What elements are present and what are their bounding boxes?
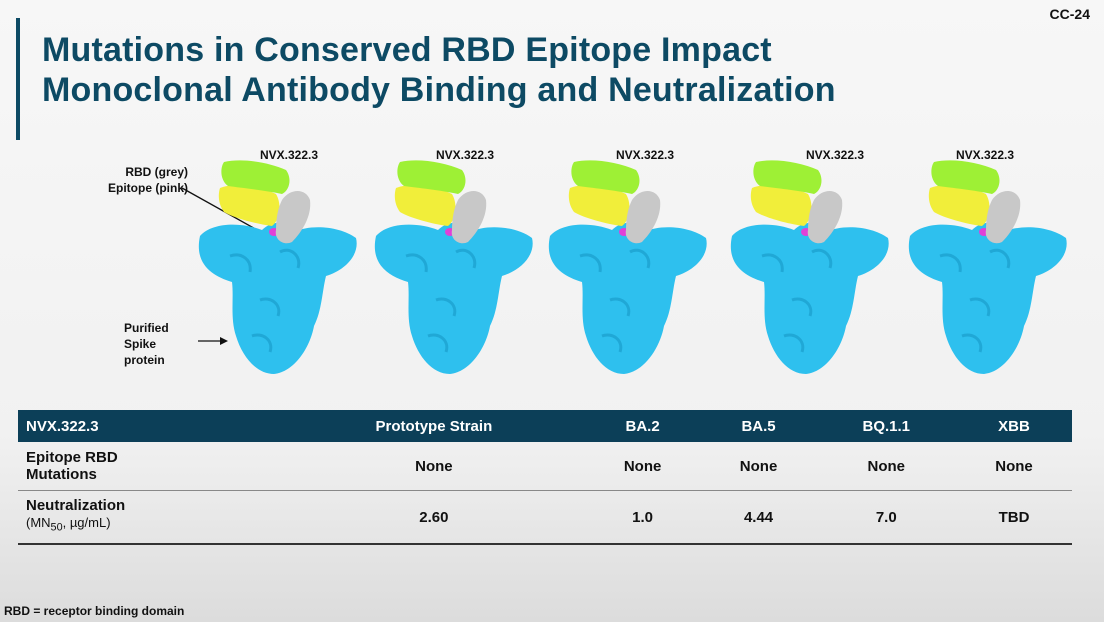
spike-antibody-render bbox=[547, 160, 709, 376]
header-prototype-strain: Prototype Strain bbox=[283, 410, 585, 442]
structure-label: NVX.322.3 bbox=[956, 148, 1015, 162]
table-cell: 4.44 bbox=[700, 490, 817, 545]
spike-annotation-line-1: Purified bbox=[124, 321, 169, 335]
row-label-epitope-mutations: Epitope RBD Mutations bbox=[18, 442, 284, 491]
row-label-line-1: Epitope RBD bbox=[26, 449, 118, 466]
table-cell: None bbox=[816, 442, 956, 491]
structure-label: NVX.322.3 bbox=[260, 148, 319, 162]
structure-label: NVX.322.3 bbox=[616, 148, 675, 162]
rbd-epitope-annotation: RBD (grey) Epitope (pink) bbox=[96, 164, 188, 196]
structure-5: NVX.322.3 bbox=[900, 140, 1090, 390]
slide-number: CC-24 bbox=[1049, 6, 1090, 22]
table-cell: TBD bbox=[955, 490, 1072, 545]
neutralization-table: NVX.322.3 Prototype Strain BA.2 BA.5 BQ.… bbox=[18, 410, 1072, 545]
spike-antibody-render bbox=[729, 160, 891, 376]
spike-pointer-arrow bbox=[198, 337, 228, 345]
structure-3: NVX.322.3 bbox=[540, 140, 730, 390]
epitope-annotation-label: Epitope (pink) bbox=[108, 181, 188, 195]
row-label-unit: (MN50, µg/mL) bbox=[26, 514, 277, 537]
header-ba2: BA.2 bbox=[584, 410, 701, 442]
spike-annotation-line-2: Spike bbox=[124, 337, 157, 351]
row-label-line-2: Mutations bbox=[26, 466, 97, 483]
unit-prefix: (MN bbox=[26, 515, 51, 531]
header-ba5: BA.5 bbox=[700, 410, 817, 442]
title-line-2: Monoclonal Antibody Binding and Neutrali… bbox=[42, 71, 836, 109]
table-cell: None bbox=[700, 442, 817, 491]
structure-4: NVX.322.3 bbox=[722, 140, 912, 390]
unit-subscript: 50 bbox=[50, 521, 63, 534]
row-label-line-1: Neutralization bbox=[26, 497, 126, 515]
table-cell: None bbox=[283, 442, 585, 491]
table-cell: None bbox=[955, 442, 1072, 491]
structure-1: NVX.322.3 bbox=[190, 140, 380, 390]
spike-antibody-render bbox=[197, 160, 359, 376]
title-line-1: Mutations in Conserved RBD Epitope Impac… bbox=[42, 31, 772, 69]
spike-antibody-render bbox=[907, 160, 1069, 376]
structure-panel: RBD (grey) Epitope (pink) Purified Spike… bbox=[0, 140, 1104, 400]
structure-label: NVX.322.3 bbox=[806, 148, 865, 162]
structure-2: NVX.322.3 bbox=[366, 140, 556, 390]
spike-antibody-render bbox=[373, 160, 535, 376]
header-xbb: XBB bbox=[955, 410, 1072, 442]
rbd-annotation-label: RBD (grey) bbox=[125, 165, 188, 179]
table-cell: None bbox=[584, 442, 701, 491]
table-header-row: NVX.322.3 Prototype Strain BA.2 BA.5 BQ.… bbox=[18, 410, 1072, 442]
footnote: RBD = receptor binding domain bbox=[4, 604, 185, 618]
header-bq11: BQ.1.1 bbox=[816, 410, 956, 442]
spike-annotation: Purified Spike protein bbox=[124, 320, 169, 368]
table-cell: 1.0 bbox=[584, 490, 701, 545]
table-cell: 2.60 bbox=[283, 490, 585, 545]
slide-title: Mutations in Conserved RBD Epitope Impac… bbox=[42, 30, 836, 110]
table-cell: 7.0 bbox=[816, 490, 956, 545]
unit-suffix: , µg/mL) bbox=[62, 515, 111, 531]
table-row: Epitope RBD Mutations None None None Non… bbox=[18, 442, 1072, 491]
spike-annotation-line-3: protein bbox=[124, 353, 165, 367]
table-row: Neutralization (MN50, µg/mL) 2.60 1.0 4.… bbox=[18, 490, 1072, 545]
header-antibody: NVX.322.3 bbox=[18, 410, 284, 442]
structure-label: NVX.322.3 bbox=[436, 148, 495, 162]
title-accent-bar bbox=[16, 18, 20, 140]
row-label-neutralization: Neutralization (MN50, µg/mL) bbox=[18, 490, 284, 545]
